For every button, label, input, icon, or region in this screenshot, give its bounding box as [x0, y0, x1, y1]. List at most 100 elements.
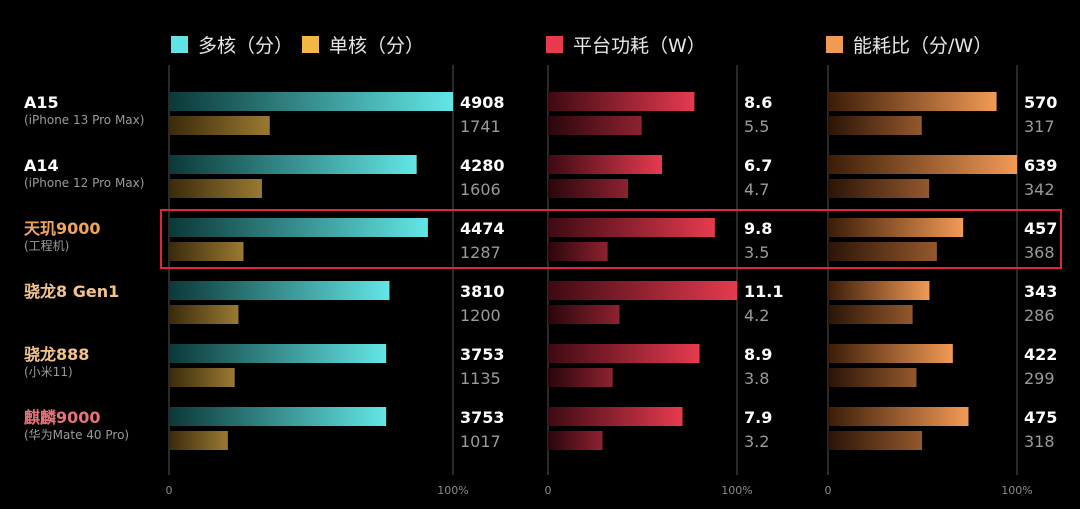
tick-label: 0	[825, 484, 832, 497]
value-label: 3.2	[744, 432, 769, 451]
value-label: 475	[1024, 408, 1057, 427]
bar-primary	[828, 281, 930, 300]
highlight-box	[160, 209, 1062, 269]
value-label: 7.9	[744, 408, 772, 427]
category-labels: A15(iPhone 13 Pro Max) A14(iPhone 12 Pro …	[24, 93, 144, 442]
bar-secondary	[169, 431, 228, 450]
bar-primary	[169, 155, 417, 174]
tick-label: 100%	[437, 484, 468, 497]
bar-secondary	[828, 116, 922, 135]
bar-secondary	[548, 116, 642, 135]
value-label: 318	[1024, 432, 1055, 451]
bar-secondary	[828, 305, 913, 324]
legend-swatch	[546, 36, 563, 53]
value-label: 6.7	[744, 156, 772, 175]
value-label: 1606	[460, 180, 501, 199]
category-sub: (iPhone 13 Pro Max)	[24, 113, 144, 127]
value-label: 368	[1024, 243, 1055, 262]
value-label: 8.9	[744, 345, 772, 364]
value-label: 639	[1024, 156, 1057, 175]
legend-label: 多核（分）	[198, 35, 293, 57]
value-label: 286	[1024, 306, 1055, 325]
value-label: 1017	[460, 432, 501, 451]
bar-secondary	[828, 431, 923, 450]
bar-primary	[548, 344, 700, 363]
value-label: 4908	[460, 93, 505, 112]
bar-primary	[169, 344, 387, 363]
axes: 0 100% 0 100% 0 100%	[166, 65, 1033, 497]
category-sub: (iPhone 12 Pro Max)	[24, 176, 144, 190]
bar-secondary	[548, 242, 608, 261]
value-label: 3753	[460, 408, 505, 427]
value-label: 3.5	[744, 243, 769, 262]
bars	[169, 92, 1017, 450]
bar-primary	[828, 344, 953, 363]
tick-label: 100%	[721, 484, 752, 497]
bar-primary	[548, 218, 715, 237]
value-label: 8.6	[744, 93, 772, 112]
category-name: 骁龙8 Gen1	[24, 282, 119, 301]
bar-primary	[828, 155, 1017, 174]
value-label: 342	[1024, 180, 1055, 199]
tick-label: 100%	[1001, 484, 1032, 497]
bar-secondary	[169, 305, 239, 324]
tick-label: 0	[166, 484, 173, 497]
value-label: 1741	[460, 117, 501, 136]
bar-secondary	[548, 368, 613, 387]
value-label: 3753	[460, 345, 505, 364]
bar-secondary	[828, 179, 930, 198]
bar-primary	[828, 407, 969, 426]
bar-secondary	[169, 242, 244, 261]
value-label: 4280	[460, 156, 505, 175]
value-label: 3.8	[744, 369, 769, 388]
category-name: 麒麟9000	[24, 408, 101, 427]
bar-secondary	[169, 368, 235, 387]
bar-primary	[548, 407, 683, 426]
bar-primary	[169, 218, 428, 237]
value-label: 5.5	[744, 117, 769, 136]
bar-secondary	[548, 305, 620, 324]
value-label: 457	[1024, 219, 1057, 238]
category-name: A15	[24, 93, 59, 112]
legend-swatch	[302, 36, 319, 53]
bar-primary	[828, 92, 997, 111]
legend-label: 单核（分）	[329, 35, 424, 57]
bar-secondary	[548, 179, 629, 198]
bar-secondary	[828, 242, 937, 261]
legend-label: 能耗比（分/W）	[853, 35, 992, 57]
value-label: 3810	[460, 282, 505, 301]
value-label: 11.1	[744, 282, 783, 301]
bar-primary	[548, 155, 663, 174]
category-name: 天玑9000	[24, 219, 101, 238]
category-name: A14	[24, 156, 59, 175]
bar-secondary	[169, 116, 270, 135]
legend-swatch	[826, 36, 843, 53]
value-label: 4.7	[744, 180, 769, 199]
value-label: 299	[1024, 369, 1055, 388]
bar-primary	[828, 218, 964, 237]
bar-primary	[169, 92, 453, 111]
legend: 多核（分） 单核（分） 平台功耗（W） 能耗比（分/W）	[171, 35, 992, 57]
bar-secondary	[548, 431, 603, 450]
bar-primary	[548, 281, 737, 300]
bar-primary	[548, 92, 695, 111]
bar-secondary	[169, 179, 262, 198]
value-label: 9.8	[744, 219, 772, 238]
bar-primary	[169, 407, 387, 426]
bar-primary	[169, 281, 390, 300]
value-label: 317	[1024, 117, 1055, 136]
tick-label: 0	[545, 484, 552, 497]
value-label: 1287	[460, 243, 501, 262]
category-sub: (华为Mate 40 Pro)	[24, 428, 129, 442]
value-labels: 4908 4280 4474 3810 3753 3753 1741 1606 1287 1200…	[460, 93, 1057, 451]
value-label: 422	[1024, 345, 1057, 364]
value-label: 1200	[460, 306, 501, 325]
value-label: 1135	[460, 369, 501, 388]
category-sub: (小米11)	[24, 365, 73, 379]
legend-label: 平台功耗（W）	[573, 35, 706, 57]
category-sub: (工程机)	[24, 238, 69, 253]
value-label: 4.2	[744, 306, 769, 325]
value-label: 4474	[460, 219, 505, 238]
category-name: 骁龙888	[24, 345, 89, 364]
